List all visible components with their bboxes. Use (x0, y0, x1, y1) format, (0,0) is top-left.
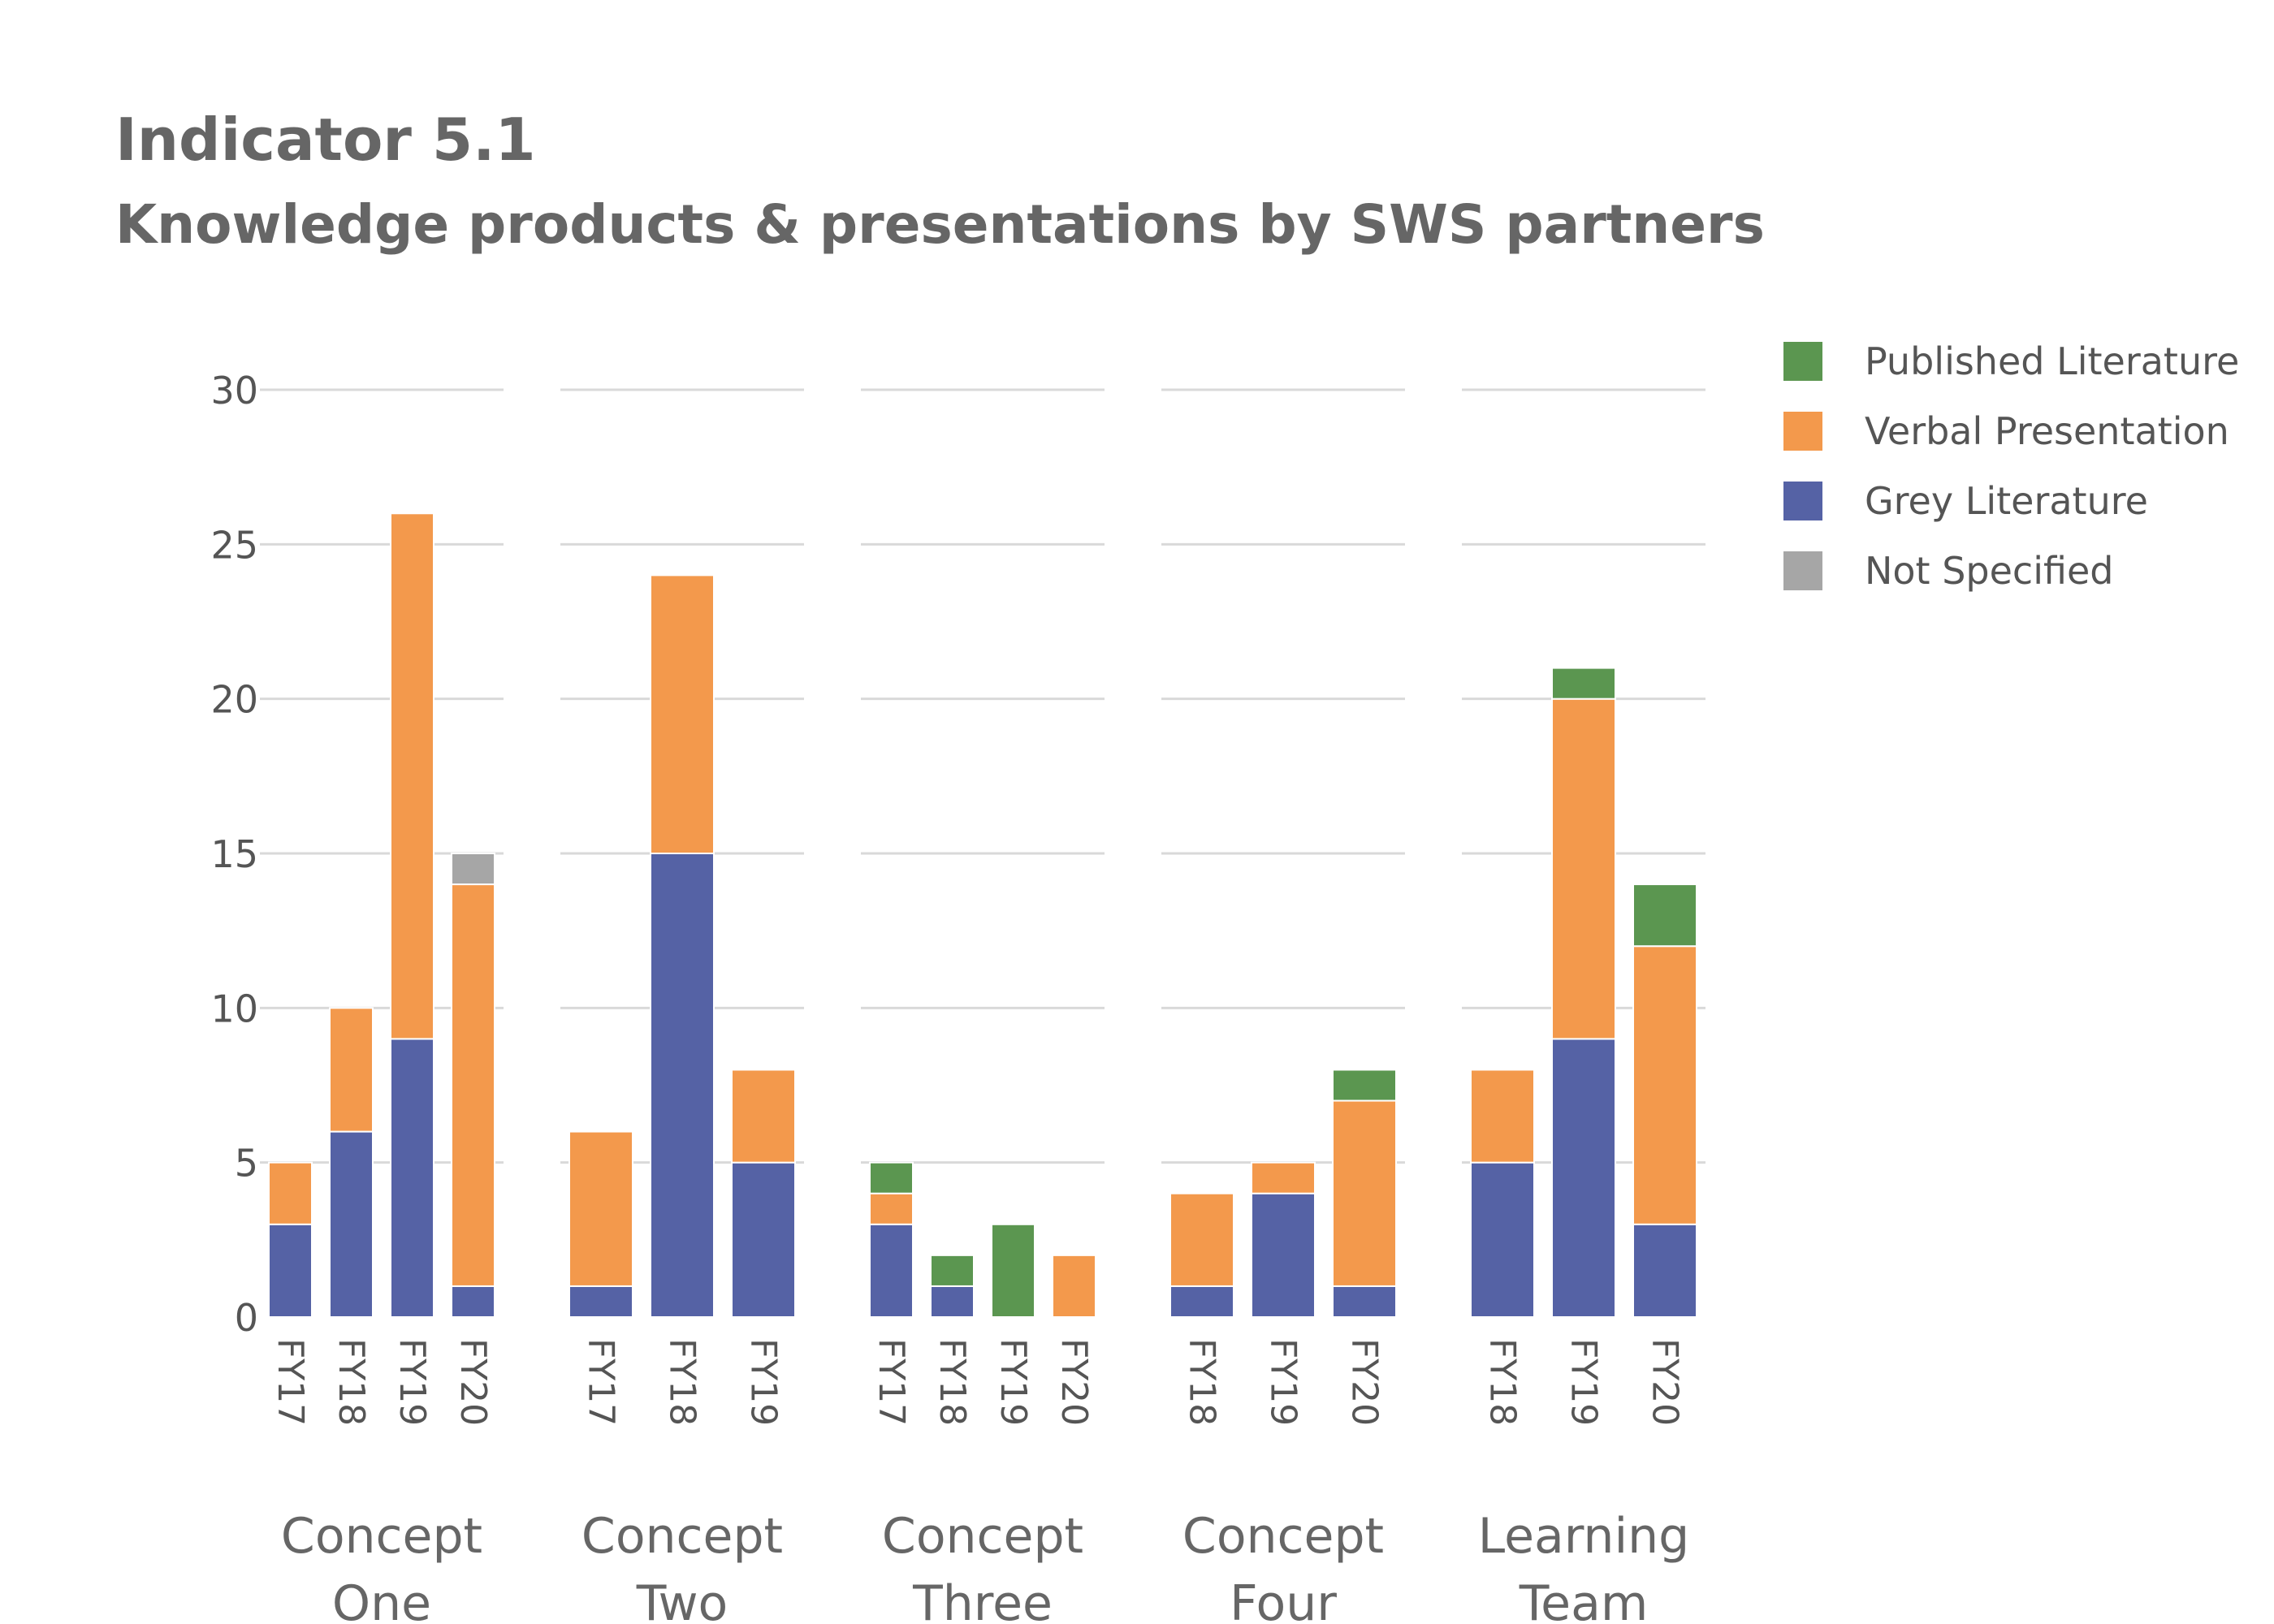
legend-label: Verbal Presentation (1865, 409, 2229, 453)
legend-swatch (1783, 412, 1822, 451)
group-label-line2: Four (1230, 1575, 1337, 1624)
group-label-line1: Concept (581, 1508, 783, 1565)
legend: Published Literature Verbal Presentation G… (1783, 339, 2239, 593)
x-tick-label: FY18 (1182, 1338, 1223, 1426)
legend-item-verbal-presentation: Verbal Presentation (1783, 409, 2229, 453)
bar-concept-two-fy17-grey-literature (568, 1285, 633, 1319)
x-tick-label: FY17 (581, 1338, 622, 1426)
bar-concept-four-fy18-verbal-presentation (1169, 1192, 1234, 1287)
x-tick-label: FY18 (662, 1338, 703, 1426)
bar-concept-one-fy19-grey-literature (390, 1038, 434, 1319)
legend-item-published-literature: Published Literature (1783, 339, 2239, 383)
x-tick-label: FY17 (871, 1338, 912, 1426)
bar-concept-one-fy18-grey-literature (329, 1130, 374, 1318)
bar-learning-team-fy19-grey-literature (1551, 1038, 1616, 1319)
x-tick-label: FY19 (1263, 1338, 1304, 1426)
bar-concept-one-fy19-verbal-presentation (390, 512, 434, 1040)
x-tick-label: FY19 (992, 1338, 1034, 1426)
bar-concept-one-fy17-grey-literature (268, 1223, 313, 1319)
group-label-line1: Concept (882, 1508, 1083, 1565)
bar-concept-one-fy20-verbal-presentation (451, 883, 495, 1287)
bar-concept-four-fy20-published-literature (1332, 1069, 1397, 1102)
bar-concept-three-fy17-verbal-presentation (869, 1192, 914, 1225)
bar-concept-four-fy20-grey-literature (1332, 1285, 1397, 1319)
x-tick-label: FY18 (932, 1338, 973, 1426)
y-tick-label: 25 (210, 523, 258, 567)
y-tick-label: 20 (210, 678, 258, 722)
bar-concept-four-fy20-verbal-presentation (1332, 1099, 1397, 1287)
bar-concept-three-fy18-published-literature (930, 1254, 975, 1287)
bar-learning-team-fy19-published-literature (1551, 667, 1616, 700)
bar-concept-two-fy19-verbal-presentation (731, 1069, 796, 1164)
bar-concept-one-fy20-grey-literature (451, 1285, 495, 1319)
group-label-line1: Concept (281, 1508, 482, 1565)
legend-swatch (1783, 551, 1822, 590)
x-tick-label: FY19 (391, 1338, 433, 1426)
bars (268, 512, 1697, 1319)
bar-concept-three-fy18-grey-literature (930, 1285, 975, 1319)
x-tick-label: FY20 (1645, 1338, 1686, 1426)
bar-learning-team-fy20-verbal-presentation (1632, 945, 1697, 1225)
legend-label: Grey Literature (1865, 479, 2148, 523)
bar-concept-three-fy20-verbal-presentation (1052, 1254, 1096, 1319)
bar-concept-three-fy17-published-literature (869, 1161, 914, 1194)
x-tick-label: FY18 (1482, 1338, 1524, 1426)
x-tick-label: FY19 (743, 1338, 785, 1426)
bar-concept-one-fy18-verbal-presentation (329, 1007, 374, 1133)
x-tick-label: FY19 (1563, 1338, 1605, 1426)
group-label-line1: Concept (1182, 1508, 1384, 1565)
bar-concept-four-fy18-grey-literature (1169, 1285, 1234, 1319)
legend-label: Not Specified (1865, 549, 2113, 593)
y-tick-label: 30 (210, 369, 258, 412)
y-tick-label: 0 (235, 1296, 258, 1340)
x-axis-ticks: FY17 FY18 FY19 FY20 FY17 FY18 FY19 FY17 FY18 FY19… (270, 1338, 1686, 1426)
bar-learning-team-fy20-grey-literature (1632, 1223, 1697, 1319)
group-label-line2: Two (636, 1575, 728, 1624)
legend-item-not-specified: Not Specified (1783, 549, 2113, 593)
y-tick-label: 5 (235, 1142, 258, 1186)
bar-concept-two-fy18-verbal-presentation (650, 574, 715, 855)
y-tick-label: 10 (210, 987, 258, 1030)
bar-learning-team-fy18-grey-literature (1470, 1161, 1535, 1318)
bar-concept-four-fy19-grey-literature (1251, 1192, 1316, 1318)
bar-concept-two-fy18-grey-literature (650, 853, 715, 1318)
legend-item-grey-literature: Grey Literature (1783, 479, 2148, 523)
bar-learning-team-fy20-published-literature (1632, 883, 1697, 948)
x-tick-label: FY20 (1344, 1338, 1386, 1426)
legend-swatch (1783, 342, 1822, 381)
bar-concept-one-fy17-verbal-presentation (268, 1161, 313, 1225)
group-label-line2: Team (1519, 1575, 1649, 1624)
chart-subtitle: Knowledge products & presentations by SW… (115, 193, 1765, 256)
bar-learning-team-fy19-verbal-presentation (1551, 698, 1616, 1040)
bar-concept-two-fy19-grey-literature (731, 1161, 796, 1318)
x-tick-label: FY20 (1053, 1338, 1095, 1426)
bar-concept-four-fy19-verbal-presentation (1251, 1161, 1316, 1194)
group-label-line1: Learning (1478, 1508, 1689, 1565)
bar-learning-team-fy18-verbal-presentation (1470, 1069, 1535, 1164)
x-tick-label: FY18 (331, 1338, 372, 1426)
bar-concept-two-fy17-verbal-presentation (568, 1130, 633, 1287)
group-label-line2: Three (912, 1575, 1053, 1624)
group-labels: Concept One Concept Two Concept Three Concept F… (281, 1508, 1689, 1624)
x-tick-label: FY17 (270, 1338, 311, 1426)
legend-label: Published Literature (1865, 339, 2239, 383)
x-tick-label: FY20 (452, 1338, 494, 1426)
chart-title: Indicator 5.1 (115, 106, 536, 174)
bar-concept-three-fy19-published-literature (991, 1223, 1035, 1319)
y-axis-ticks: 0 5 10 15 20 25 30 (210, 369, 258, 1340)
y-tick-label: 15 (210, 832, 258, 876)
legend-swatch (1783, 482, 1822, 520)
bar-concept-three-fy17-grey-literature (869, 1223, 914, 1319)
group-label-line2: One (332, 1575, 431, 1624)
bar-concept-one-fy20-not-specified (451, 853, 495, 886)
